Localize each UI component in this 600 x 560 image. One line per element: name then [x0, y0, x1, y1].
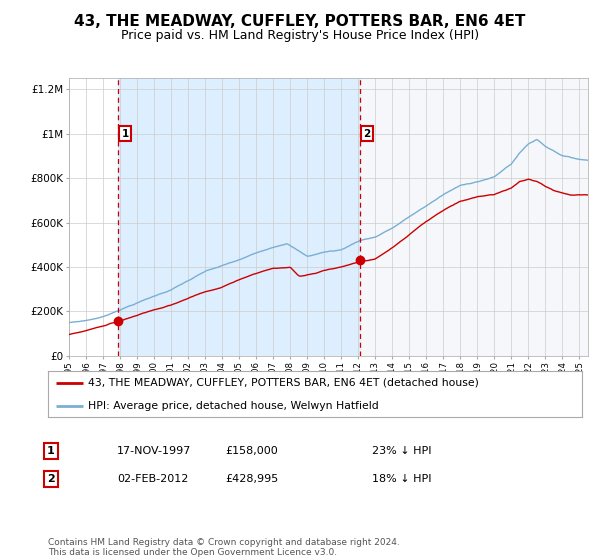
Text: 17-NOV-1997: 17-NOV-1997 — [117, 446, 191, 456]
Text: 43, THE MEADWAY, CUFFLEY, POTTERS BAR, EN6 4ET: 43, THE MEADWAY, CUFFLEY, POTTERS BAR, E… — [74, 14, 526, 29]
Text: HPI: Average price, detached house, Welwyn Hatfield: HPI: Average price, detached house, Welw… — [88, 401, 379, 410]
Text: Price paid vs. HM Land Registry's House Price Index (HPI): Price paid vs. HM Land Registry's House … — [121, 29, 479, 42]
Text: 1: 1 — [121, 129, 128, 139]
Bar — [360, 78, 600, 356]
Text: £158,000: £158,000 — [226, 446, 278, 456]
Text: 43, THE MEADWAY, CUFFLEY, POTTERS BAR, EN6 4ET (detached house): 43, THE MEADWAY, CUFFLEY, POTTERS BAR, E… — [88, 378, 479, 388]
Text: 2: 2 — [47, 474, 55, 484]
Text: Contains HM Land Registry data © Crown copyright and database right 2024.
This d: Contains HM Land Registry data © Crown c… — [48, 538, 400, 557]
Text: 18% ↓ HPI: 18% ↓ HPI — [372, 474, 432, 484]
Text: 2: 2 — [363, 129, 370, 139]
Bar — [118, 78, 360, 356]
Text: £428,995: £428,995 — [226, 474, 278, 484]
Text: 02-FEB-2012: 02-FEB-2012 — [117, 474, 188, 484]
Text: 1: 1 — [47, 446, 55, 456]
Text: 23% ↓ HPI: 23% ↓ HPI — [372, 446, 432, 456]
